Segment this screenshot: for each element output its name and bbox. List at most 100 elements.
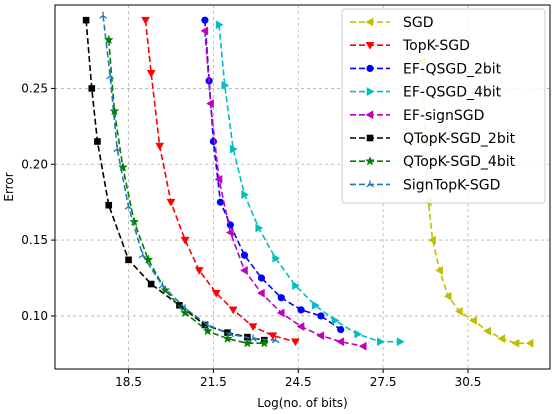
data-point-ef-signsgd [276,308,285,318]
legend-entry-qtopk-sgd-2bit: QTopK-SGD_2bit [350,131,516,147]
legend-label: EF-QSGD_2bit [403,61,502,77]
data-point-sgd [443,291,452,301]
data-point-signtopk-sgd-arm [275,339,280,344]
data-point-signtopk-sgd-arm [181,307,186,312]
data-point-signtopk-sgd [181,304,189,312]
x-tick-label: 18.5 [115,375,142,389]
series-signtopk-sgd [99,11,280,344]
data-point-signtopk-sgd-arm [138,254,144,259]
legend-entry-ef-signsgd: EF-signSGD [350,108,484,124]
legend-marker-arm [369,183,374,188]
data-point-signtopk-sgd [99,11,107,19]
legend-entry-sgd: SGD [350,15,434,31]
data-point-qtopk-sgd-4bit [222,333,233,343]
data-point-signtopk-sgd-arm [249,338,254,342]
data-point-sgd [454,306,463,316]
legend-label: SignTopK-SGD [403,177,500,193]
legend-marker [366,64,374,72]
data-point-signtopk-sgd [106,72,115,80]
data-point-topk-sgd [146,70,156,78]
data-point-ef-qsgd-4bit [292,281,300,291]
legend-marker-arm [366,183,371,188]
data-point-signtopk-sgd [226,330,235,338]
legend-marker [365,110,374,120]
data-point-signtopk-sgd-arm [184,307,189,312]
data-point-ef-qsgd-2bit [240,251,249,259]
data-point-topk-sgd [155,142,165,151]
data-point-sgd [435,265,443,275]
x-axis-label: Log(no. of bits) [257,396,347,410]
ticks: 18.5 21.5 24.5 27.5 30.5 0.10 0.15 0.20 0.25 [21,81,481,389]
data-point-qtopk-sgd-4bit [202,325,213,336]
data-point-signtopk-sgd [271,336,280,344]
data-point-ef-qsgd-4bit [255,223,264,233]
data-point-ef-signsgd [200,26,209,36]
data-point-ef-qsgd-2bit [209,137,217,146]
data-point-qtopk-sgd-2bit [105,201,113,209]
y-axis-label: Error [2,172,16,201]
legend-marker [365,155,375,166]
legend-marker [366,87,375,97]
data-point-ef-signsgd [206,99,214,109]
legend-marker [365,41,375,50]
data-point-topk-sgd [141,16,150,25]
data-point-ef-signsgd [240,265,248,275]
data-point-signtopk-sgd-arm [158,285,163,289]
data-point-qtopk-sgd-4bit [242,338,253,348]
legend: SGD TopK-SGD EF-QSGD_2bit EF-QSGD_4bit EF-si… [341,8,546,204]
data-point-sgd [511,338,520,348]
data-point-signtopk-sgd-arm [142,254,147,259]
data-point-signtopk-sgd [203,321,212,329]
data-point-qtopk-sgd-2bit [125,256,132,264]
data-point-ef-qsgd-4bit [241,190,250,200]
data-point-ef-qsgd-2bit [257,274,266,282]
data-point-sgd [483,326,492,336]
legend-label: QTopK-SGD_2bit [403,131,516,147]
data-point-topk-sgd [228,306,238,315]
data-point-qtopk-sgd-2bit [147,280,155,288]
data-point-ef-qsgd-4bit [311,300,320,310]
data-point-qtopk-sgd-2bit [82,16,90,24]
data-point-qtopk-sgd-4bit [117,162,128,172]
data-point-signtopk-sgd-arm [229,333,235,338]
data-point-signtopk-sgd [138,251,147,259]
data-point-ef-qsgd-2bit [216,198,225,206]
data-point-ef-signsgd [358,341,367,351]
legend-entry-ef-qsgd-2bit: EF-QSGD_2bit [350,61,502,77]
data-point-ef-qsgd-4bit [229,144,238,154]
data-point-qtopk-sgd-4bit [109,105,120,116]
data-point-ef-signsgd [214,174,223,184]
data-point-ef-qsgd-2bit [337,325,345,334]
data-point-topk-sgd [180,236,190,245]
data-point-ef-qsgd-2bit [317,312,325,320]
data-point-sgd [497,334,506,344]
data-point-topk-sgd [248,323,258,332]
data-point-ef-qsgd-2bit [277,294,285,302]
data-point-ef-qsgd-4bit [221,80,230,90]
series-ef-signsgd [200,26,367,351]
series-line-qtopk-sgd-4bit [107,39,265,345]
data-point-sgd [428,235,436,245]
data-point-ef-signsgd [296,322,305,331]
x-tick-label: 24.5 [285,375,312,389]
data-point-qtopk-sgd-4bit [160,284,171,295]
data-point-ef-qsgd-4bit [331,316,340,325]
data-point-qtopk-sgd-2bit [88,85,96,92]
data-point-signtopk-sgd-arm [128,206,133,210]
legend-label: SGD [403,15,434,31]
legend-label: TopK-SGD [402,38,470,54]
data-point-signtopk-sgd-arm [207,324,212,329]
data-point-ef-qsgd-4bit [215,20,224,30]
data-point-topk-sgd [268,332,278,341]
data-point-signtopk-sgd-arm [102,15,107,19]
series-line-ef-qsgd-4bit [218,24,401,343]
data-point-topk-sgd [211,289,221,298]
data-point-sgd [469,316,477,325]
series-line-qtopk-sgd-2bit [85,20,265,341]
legend-label: EF-signSGD [403,108,484,124]
data-point-topk-sgd [290,338,300,347]
y-tick-label: 0.15 [21,233,48,247]
data-point-signtopk-sgd [158,281,167,289]
legend-marker [366,180,374,188]
x-tick-label: 30.5 [455,375,482,389]
